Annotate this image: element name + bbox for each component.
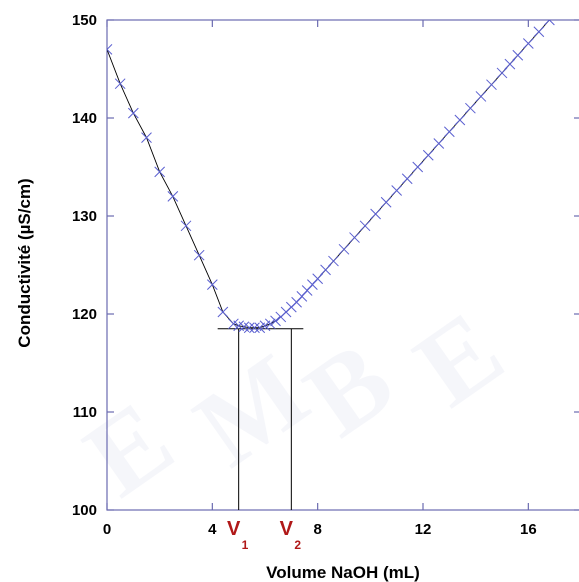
data-point xyxy=(193,249,205,261)
x-tick-label: 12 xyxy=(415,521,432,538)
data-point xyxy=(496,67,508,79)
data-point xyxy=(312,273,324,285)
data-point xyxy=(249,322,260,334)
data-point xyxy=(433,138,445,149)
y-axis-title: Conductivité (µS/cm) xyxy=(15,178,34,347)
data-point xyxy=(454,114,466,126)
data-point xyxy=(370,208,381,220)
data-point xyxy=(180,220,192,232)
data-point xyxy=(238,321,250,333)
data-point xyxy=(206,279,218,290)
data-point xyxy=(141,132,152,143)
equivalence-label: V xyxy=(280,518,294,540)
y-tick-label: 130 xyxy=(72,208,97,225)
data-point xyxy=(264,318,276,330)
axis-ticks xyxy=(106,19,579,511)
data-point xyxy=(512,49,524,61)
data-point xyxy=(217,306,229,318)
data-point xyxy=(243,322,255,334)
data-point xyxy=(401,173,413,185)
data-point xyxy=(338,243,350,255)
data-point xyxy=(465,102,476,114)
x-axis-title: Volume NaOH (mL) xyxy=(266,563,420,582)
svg-text:E: E xyxy=(64,378,194,520)
data-point xyxy=(522,38,534,49)
data-point xyxy=(504,58,516,70)
tick-labels: 0 4 8 12 16 100 110 120 130 140 150 xyxy=(72,12,537,538)
x-tick-label: 8 xyxy=(313,521,321,538)
y-tick-label: 150 xyxy=(72,12,97,29)
equivalence-label: V xyxy=(227,518,241,540)
x-tick-label: 16 xyxy=(520,521,537,538)
data-series xyxy=(107,20,551,329)
data-point xyxy=(443,126,455,138)
data-point xyxy=(328,255,339,267)
data-point xyxy=(127,107,139,119)
data-point xyxy=(555,3,565,13)
data-point xyxy=(486,79,497,91)
data-point xyxy=(320,264,331,276)
y-tick-label: 120 xyxy=(72,306,97,323)
equivalence-label-subscript: 1 xyxy=(242,538,249,552)
svg-text:E: E xyxy=(394,288,524,430)
data-point xyxy=(422,149,434,161)
watermark: E M B E xyxy=(64,288,524,520)
data-point xyxy=(475,91,487,102)
data-point xyxy=(565,0,575,1)
equivalence-label-subscript: 2 xyxy=(294,538,301,552)
plot-area xyxy=(106,19,579,511)
data-point xyxy=(359,220,371,232)
x-tick-label: 0 xyxy=(103,521,111,538)
data-point xyxy=(107,44,113,55)
data-point xyxy=(380,196,392,208)
y-tick-label: 100 xyxy=(72,502,97,519)
y-tick-label: 140 xyxy=(72,110,97,127)
data-point xyxy=(391,185,403,196)
data-point xyxy=(412,161,424,173)
data-point xyxy=(544,20,555,26)
data-point xyxy=(349,232,360,243)
y-tick-label: 110 xyxy=(73,404,97,421)
data-markers xyxy=(107,0,575,334)
x-tick-label: 4 xyxy=(208,521,217,538)
data-point xyxy=(533,26,545,38)
data-point xyxy=(114,78,126,90)
data-point xyxy=(154,166,166,178)
plot-frame xyxy=(106,19,579,511)
series-line xyxy=(107,20,551,329)
data-point xyxy=(270,315,281,327)
data-point xyxy=(167,191,179,202)
